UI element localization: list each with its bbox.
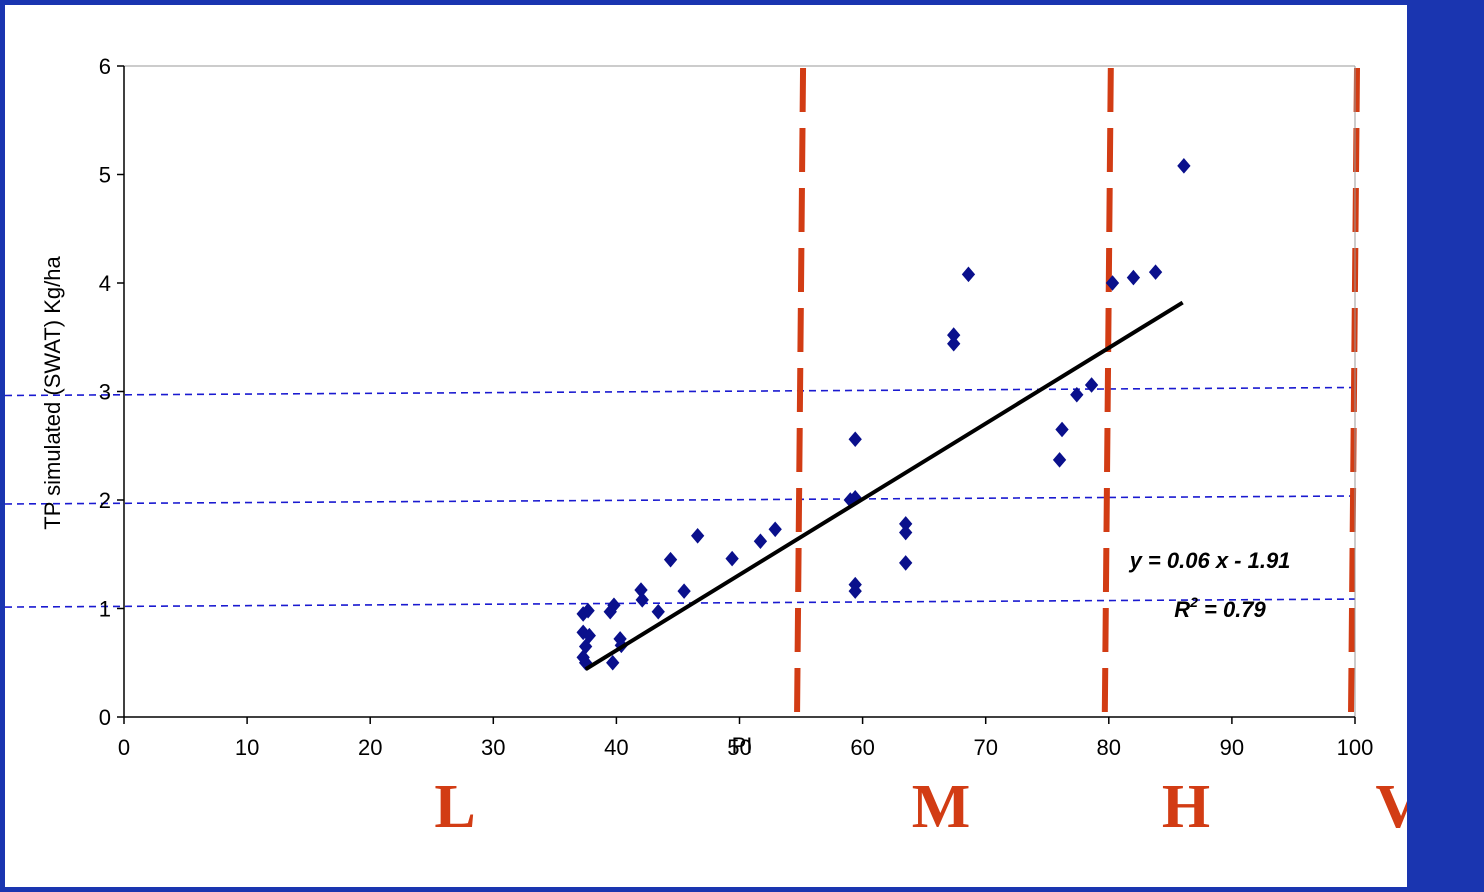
threshold-line [5, 386, 1356, 397]
class-boundary-line [794, 67, 807, 716]
x-tick-label: 0 [118, 735, 130, 760]
data-point [1177, 158, 1191, 174]
data-point [725, 550, 739, 567]
x-tick-label: 40 [604, 735, 628, 760]
data-point [848, 583, 862, 599]
trendline [584, 300, 1184, 671]
y-tick-label: 2 [99, 488, 111, 513]
data-point [1084, 377, 1099, 393]
data-point [899, 555, 913, 571]
y-tick-label: 3 [99, 380, 111, 405]
data-point [961, 266, 976, 283]
zone-label-low: L [434, 773, 475, 841]
x-tick-label: 100 [1337, 735, 1374, 760]
axes: 0 10 20 30 40 50 60 70 80 90 100 0 1 2 3 4 5 6 [99, 54, 1374, 760]
y-axis-title: TP simulated (SWAT) Kg/ha [40, 256, 65, 530]
class-boundary-lines [794, 67, 1360, 716]
data-point [690, 528, 705, 544]
data-point [635, 592, 649, 608]
y-tick-label: 0 [99, 705, 111, 730]
y-tick-label: 4 [99, 271, 111, 296]
x-tick-label: 90 [1220, 735, 1244, 760]
data-point [1055, 421, 1069, 438]
y-tick-label: 6 [99, 54, 111, 79]
data-point [677, 583, 691, 599]
data-point [1126, 269, 1141, 286]
data-points [576, 158, 1191, 671]
data-point [663, 551, 678, 568]
data-point [1148, 264, 1163, 280]
data-point [651, 603, 665, 620]
slide-panel: 0 10 20 30 40 50 60 70 80 90 100 0 1 2 3 4 5 6 TP simulat… [5, 5, 1407, 887]
trendline-group [584, 300, 1184, 671]
x-tick-label: 20 [358, 735, 382, 760]
data-point [582, 627, 596, 644]
x-tick-label: 80 [1097, 735, 1121, 760]
r-squared-label: R2 = 0.79 [1174, 594, 1266, 622]
data-point [768, 521, 782, 538]
y-tick-label: 1 [99, 597, 111, 622]
data-point [606, 654, 620, 671]
data-point [753, 533, 768, 549]
x-tick-label: 70 [973, 735, 997, 760]
class-boundary-line [1101, 67, 1114, 716]
zone-label-medium: M [912, 773, 971, 841]
zone-label-high: H [1162, 773, 1210, 841]
scatter-chart: 0 10 20 30 40 50 60 70 80 90 100 0 1 2 3 4 5 6 TP simulat… [5, 54, 1408, 841]
zone-label-very-high: VH [1376, 773, 1408, 841]
data-point [581, 602, 595, 619]
threshold-line [5, 598, 1356, 608]
data-point [607, 597, 621, 614]
y-tick-label: 5 [99, 163, 111, 188]
data-point [1070, 386, 1084, 403]
x-tick-label: 30 [481, 735, 505, 760]
data-point [899, 524, 913, 541]
data-point [947, 335, 961, 352]
x-tick-label: 50 [727, 735, 751, 760]
x-tick-label: 60 [850, 735, 874, 760]
data-point [848, 431, 862, 448]
x-tick-label: 10 [235, 735, 259, 760]
data-point [1105, 275, 1120, 291]
threshold-lines [5, 386, 1356, 608]
threshold-line [5, 495, 1356, 505]
class-boundary-line [1348, 67, 1360, 716]
data-point [1052, 452, 1067, 468]
trendline-equation: y = 0.06 x - 1.91 [1129, 548, 1291, 573]
x-axis-title: PI [732, 733, 753, 758]
